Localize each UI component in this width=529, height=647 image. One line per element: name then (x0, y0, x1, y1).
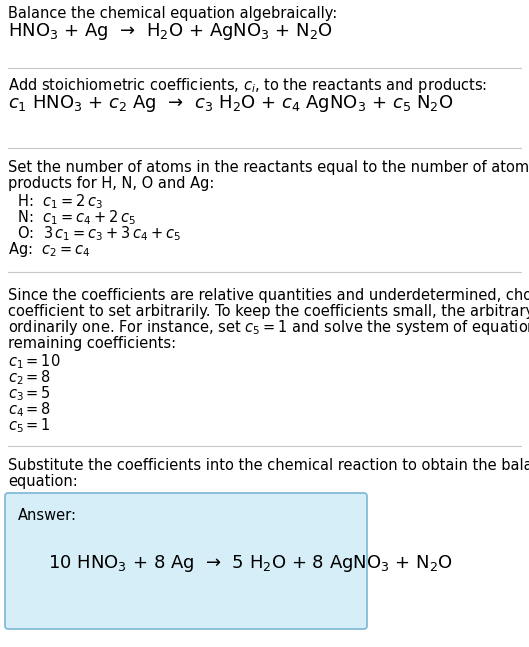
Text: products for H, N, O and Ag:: products for H, N, O and Ag: (8, 176, 214, 191)
Text: equation:: equation: (8, 474, 78, 489)
Text: $c_3 = 5$: $c_3 = 5$ (8, 384, 51, 402)
Text: Answer:: Answer: (18, 508, 77, 523)
Text: $c_1 = 10$: $c_1 = 10$ (8, 352, 61, 371)
Text: coefficient to set arbitrarily. To keep the coefficients small, the arbitrary va: coefficient to set arbitrarily. To keep … (8, 304, 529, 319)
Text: ordinarily one. For instance, set $c_5 = 1$ and solve the system of equations fo: ordinarily one. For instance, set $c_5 =… (8, 318, 529, 337)
Text: Balance the chemical equation algebraically:: Balance the chemical equation algebraica… (8, 6, 338, 21)
Text: O:  $3\,c_1 = c_3 + 3\,c_4 + c_5$: O: $3\,c_1 = c_3 + 3\,c_4 + c_5$ (8, 224, 181, 243)
Text: $c_1$ HNO$_3$ + $c_2$ Ag  →  $c_3$ H$_2$O + $c_4$ AgNO$_3$ + $c_5$ N$_2$O: $c_1$ HNO$_3$ + $c_2$ Ag → $c_3$ H$_2$O … (8, 93, 453, 114)
Text: 10 HNO$_3$ + 8 Ag  →  5 H$_2$O + 8 AgNO$_3$ + N$_2$O: 10 HNO$_3$ + 8 Ag → 5 H$_2$O + 8 AgNO$_3… (48, 553, 453, 574)
Text: Since the coefficients are relative quantities and underdetermined, choose a: Since the coefficients are relative quan… (8, 288, 529, 303)
Text: Substitute the coefficients into the chemical reaction to obtain the balanced: Substitute the coefficients into the che… (8, 458, 529, 473)
Text: Add stoichiometric coefficients, $c_i$, to the reactants and products:: Add stoichiometric coefficients, $c_i$, … (8, 76, 487, 95)
Text: Set the number of atoms in the reactants equal to the number of atoms in the: Set the number of atoms in the reactants… (8, 160, 529, 175)
Text: $c_5 = 1$: $c_5 = 1$ (8, 416, 51, 435)
Text: $c_2 = 8$: $c_2 = 8$ (8, 368, 51, 387)
Text: remaining coefficients:: remaining coefficients: (8, 336, 176, 351)
Text: $c_4 = 8$: $c_4 = 8$ (8, 400, 51, 419)
Text: Ag:  $c_2 = c_4$: Ag: $c_2 = c_4$ (8, 240, 90, 259)
Text: N:  $c_1 = c_4 + 2\,c_5$: N: $c_1 = c_4 + 2\,c_5$ (8, 208, 136, 226)
Text: HNO$_3$ + Ag  →  H$_2$O + AgNO$_3$ + N$_2$O: HNO$_3$ + Ag → H$_2$O + AgNO$_3$ + N$_2$… (8, 21, 333, 42)
Text: H:  $c_1 = 2\,c_3$: H: $c_1 = 2\,c_3$ (8, 192, 103, 211)
FancyBboxPatch shape (5, 493, 367, 629)
